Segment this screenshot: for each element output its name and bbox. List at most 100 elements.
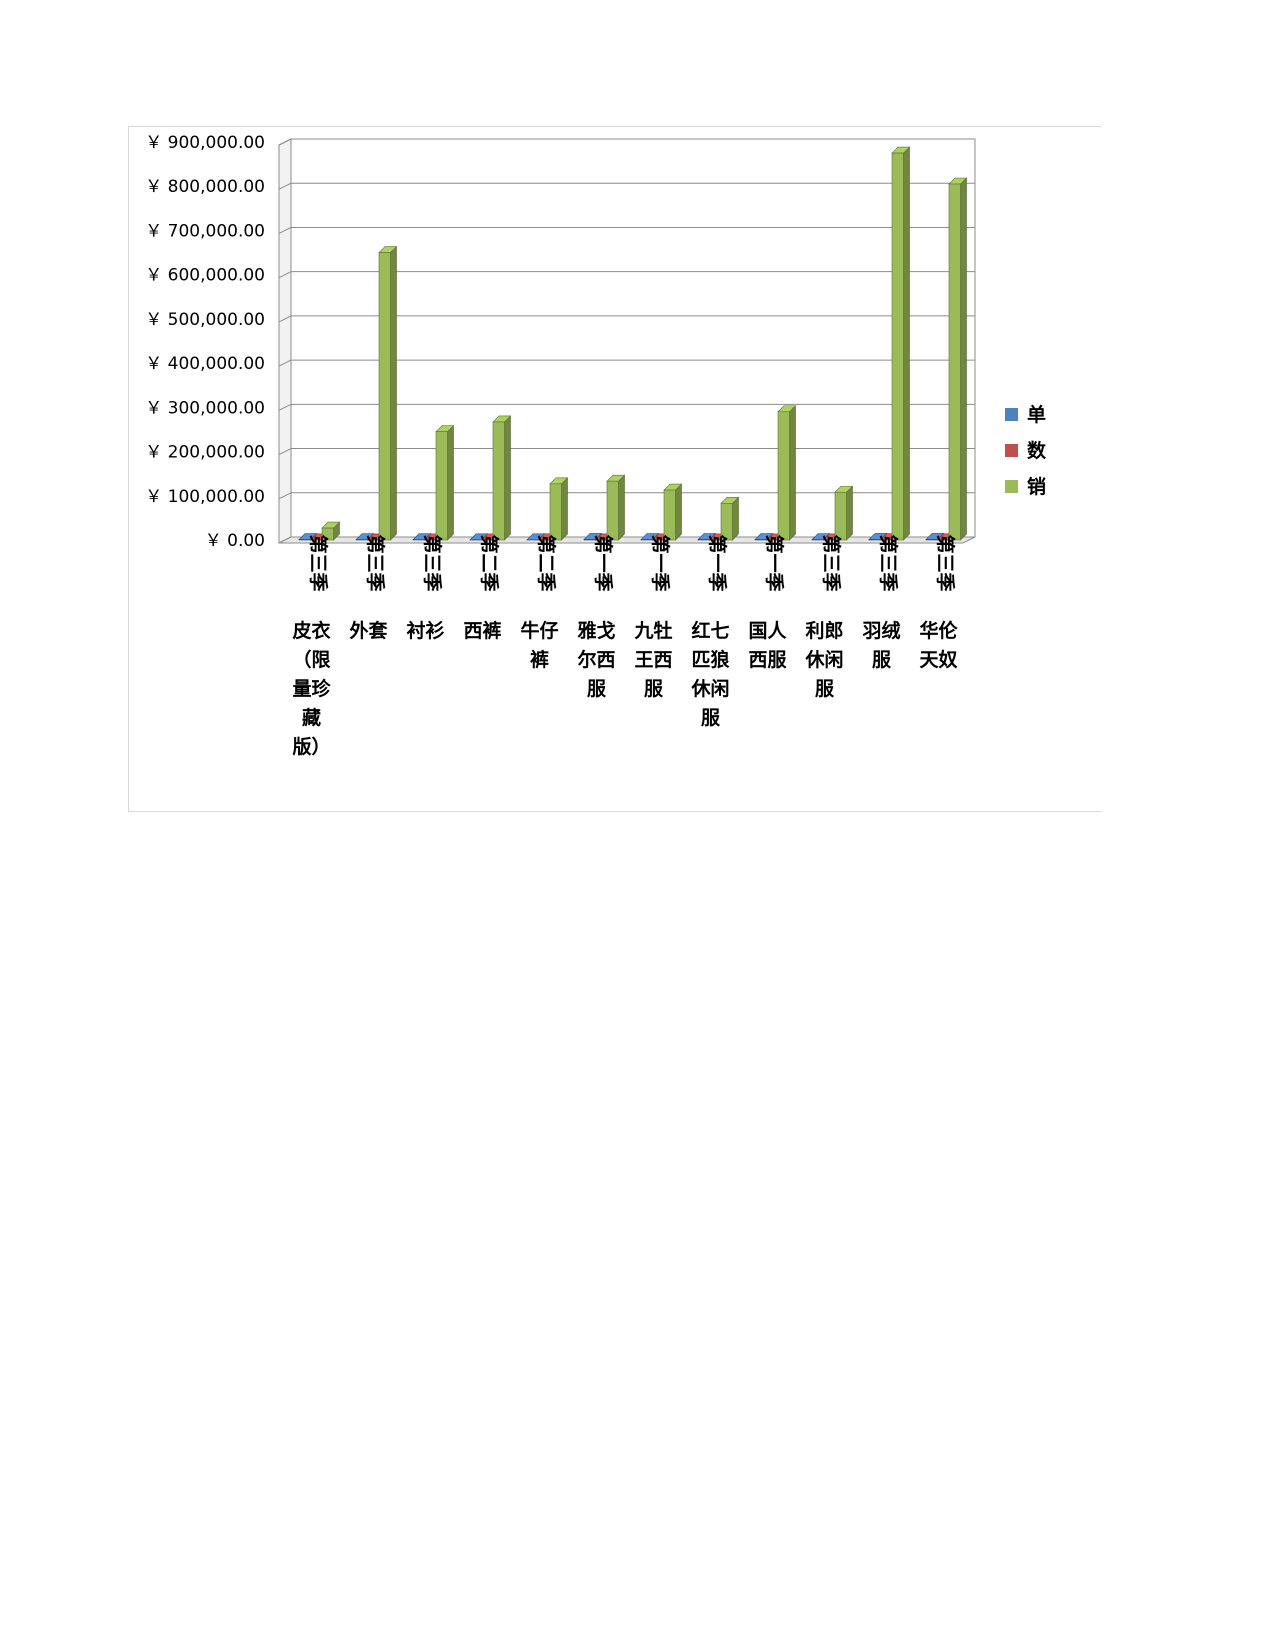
quarter-label: 第三季	[877, 534, 900, 591]
bar	[492, 421, 505, 541]
bar	[777, 411, 790, 541]
legend-swatch	[1005, 480, 1018, 493]
gridlines	[278, 138, 975, 500]
bar-side	[390, 245, 397, 541]
category-name-line: 休闲	[804, 648, 843, 671]
category-name-line: 西裤	[463, 619, 501, 642]
bar-side	[903, 146, 910, 541]
y-tick-label: ￥ 300,000.00	[145, 398, 265, 418]
category-name-line: 国人	[748, 620, 787, 642]
bar	[321, 527, 334, 541]
bar-10-2	[891, 146, 911, 541]
category-name-line: 九牡	[633, 620, 672, 642]
gridline-side	[278, 138, 292, 146]
y-tick-label: ￥ 400,000.00	[145, 354, 265, 374]
y-tick-label: ￥ 600,000.00	[145, 266, 265, 286]
gridline-side	[278, 492, 292, 500]
quarter-label: 第三季	[364, 534, 387, 591]
category-name-line: 服	[815, 678, 835, 700]
quarter-label: 第三季	[307, 534, 330, 591]
gridline-side	[278, 182, 292, 190]
y-axis: ￥ 0.00 ￥ 100,000.00 ￥ 200,000.00 ￥ 300,000.…	[145, 133, 265, 551]
gridline-side	[278, 359, 292, 367]
floor	[278, 536, 976, 544]
bar-11-2	[948, 177, 968, 541]
legend-label: 单	[1027, 403, 1046, 426]
legend-item: 单	[1005, 403, 1046, 426]
bar-side	[504, 415, 511, 541]
bars	[298, 146, 968, 541]
bar-1-2	[378, 245, 398, 541]
category-name-line: 天奴	[919, 648, 957, 671]
category-name-line: 雅戈	[577, 620, 615, 642]
category-name-line: 裤	[530, 648, 549, 671]
y-tick-label: ￥ 500,000.00	[145, 310, 265, 330]
category-name-line: 牛仔	[520, 619, 558, 642]
quarter-label: 第二季	[478, 534, 501, 591]
category-name-line: 休闲	[690, 677, 729, 700]
gridline-side	[278, 403, 292, 411]
quarter-label: 第三季	[421, 534, 444, 591]
category-name-line: 外套	[349, 619, 388, 642]
bar-side	[618, 474, 625, 541]
bar-4-2	[549, 477, 569, 541]
category-name-line: 皮衣	[292, 619, 330, 642]
y-tick-label: ￥ 900,000.00	[145, 133, 265, 153]
category-name-line: 衬衫	[406, 619, 444, 642]
bar-2-2	[435, 424, 455, 541]
bar	[720, 502, 733, 541]
category-name-line: 服	[701, 707, 721, 729]
legend-item: 销	[1005, 475, 1046, 498]
bar-5-2	[606, 474, 626, 541]
bar-side	[447, 424, 454, 541]
y-tick-label: ￥ 100,000.00	[145, 487, 265, 507]
bar	[435, 431, 448, 541]
category-name-line: 藏	[302, 706, 321, 729]
category-name-line: 服	[587, 678, 607, 700]
bar-side	[732, 496, 739, 541]
legend-label: 销	[1027, 475, 1046, 498]
category-name-line: 服	[644, 678, 664, 700]
bar-side	[561, 477, 568, 541]
y-tick-label: ￥ 700,000.00	[145, 221, 265, 241]
legend-swatch	[1005, 444, 1018, 457]
bar-side	[846, 485, 853, 541]
quarter-label: 第三季	[820, 534, 843, 591]
bar	[378, 252, 391, 541]
gridline-side	[278, 315, 292, 323]
bar	[606, 480, 619, 541]
bar-9-2	[834, 485, 854, 541]
side-wall	[278, 138, 292, 544]
quarter-label: 第一季	[649, 534, 672, 591]
quarter-label: 第一季	[763, 534, 786, 591]
legend-label: 数	[1027, 439, 1047, 462]
bar	[549, 483, 562, 541]
bar	[834, 491, 847, 541]
y-tick-label: ￥ 800,000.00	[145, 177, 265, 197]
bar-7-2	[720, 496, 740, 541]
category-name-line: 西服	[748, 649, 787, 671]
legend-item: 数	[1005, 439, 1047, 462]
category-name-line: 匹狼	[691, 648, 730, 671]
category-name-line: 版）	[292, 735, 330, 758]
bar-8-2	[777, 405, 797, 541]
gridline-side	[278, 271, 292, 279]
legend: 单数销	[1005, 403, 1047, 498]
quarter-label: 第二季	[535, 534, 558, 591]
chart-frame: ￥ 0.00 ￥ 100,000.00 ￥ 200,000.00 ￥ 300,000.…	[128, 126, 1101, 812]
category-name-line: 服	[872, 649, 892, 671]
legend-swatch	[1005, 408, 1018, 421]
bar	[891, 152, 904, 541]
quarter-label: 第一季	[706, 534, 729, 591]
y-tick-label: ￥ 0.00	[205, 531, 265, 551]
